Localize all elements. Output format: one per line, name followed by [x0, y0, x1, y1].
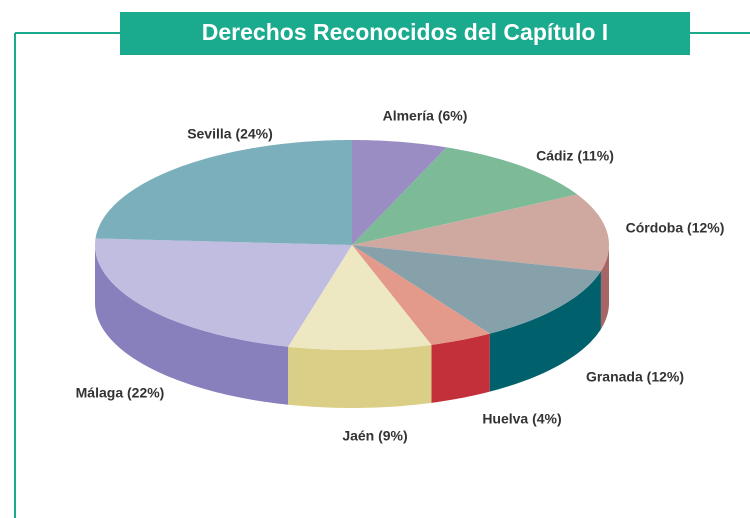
chart-title: Derechos Reconocidos del Capítulo I: [202, 19, 608, 45]
data-label: Córdoba (12%): [626, 220, 725, 236]
slice-side: [489, 271, 601, 392]
data-label: Huelva (4%): [482, 411, 561, 427]
slice-side: [288, 344, 432, 408]
slice: [95, 238, 353, 347]
data-label: Cádiz (11%): [536, 148, 614, 164]
slice: [288, 245, 432, 350]
slice: [352, 147, 578, 245]
slice-side: [600, 245, 609, 330]
slice: [95, 140, 352, 245]
slice: [352, 140, 447, 245]
data-label: Málaga (22%): [76, 385, 165, 401]
slice: [352, 194, 609, 272]
data-label: Granada (12%): [586, 369, 684, 385]
slice-side: [431, 333, 490, 403]
title-box: [120, 12, 690, 55]
slice-side: [95, 245, 289, 405]
data-label: Almería (6%): [383, 108, 468, 124]
data-label: Jaén (9%): [342, 428, 407, 444]
data-label: Sevilla (24%): [187, 126, 273, 142]
slice: [352, 245, 490, 345]
slice: [352, 245, 601, 334]
